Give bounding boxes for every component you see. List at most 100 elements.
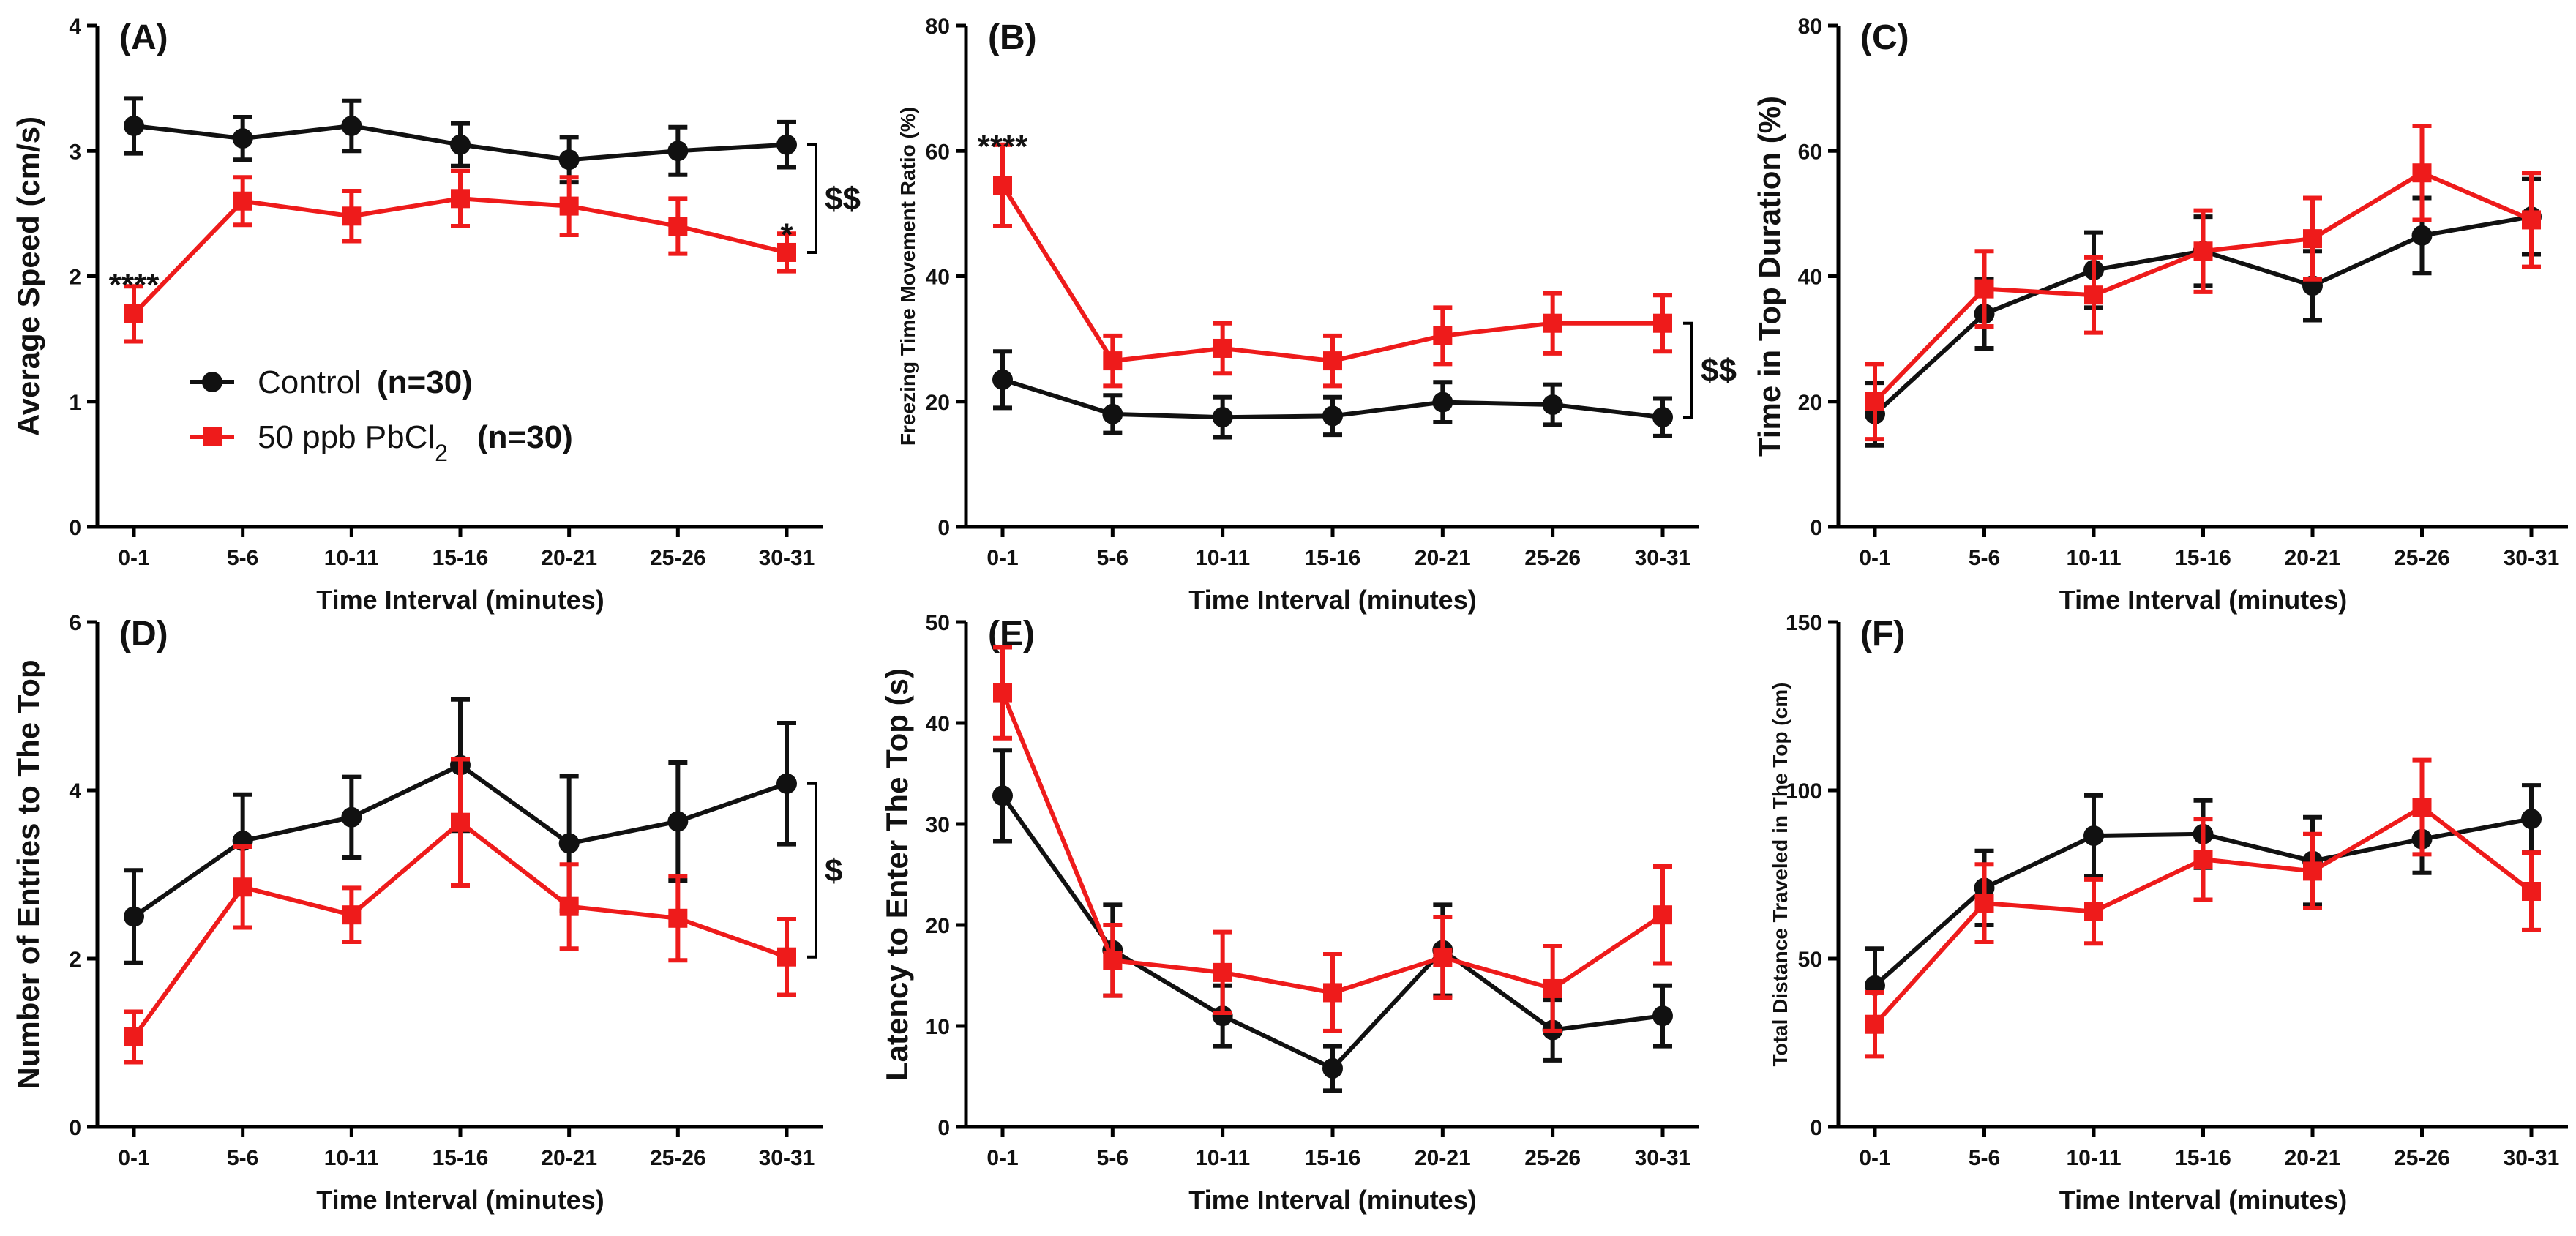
- data-point: [233, 877, 252, 897]
- y-tick-label: 0: [1810, 1116, 1822, 1140]
- panel-label: (D): [119, 615, 168, 653]
- bracket-label: $$: [1701, 353, 1737, 389]
- data-point: [2084, 902, 2103, 921]
- data-point: [777, 947, 796, 967]
- data-point: [558, 833, 580, 854]
- series-lead: [993, 645, 1672, 1033]
- data-point: [1323, 983, 1342, 1003]
- data-point: [559, 196, 579, 216]
- data-point: [451, 189, 470, 209]
- x-tick-label: 10-11: [1195, 1146, 1250, 1170]
- data-point: [1865, 1014, 1884, 1034]
- data-point: [1543, 978, 1562, 998]
- x-axis-title: Time Interval (minutes): [1188, 585, 1476, 615]
- data-point: [668, 908, 688, 928]
- x-tick-label: 20-21: [541, 1146, 597, 1170]
- x-tick-label: 30-31: [2504, 546, 2560, 570]
- y-tick-label: 0: [937, 516, 950, 540]
- x-tick-label: 20-21: [541, 546, 597, 570]
- x-tick-label: 25-26: [2394, 1146, 2450, 1170]
- y-tick-label: 50: [926, 611, 950, 635]
- data-point: [1322, 1057, 1343, 1079]
- y-tick-label: 0: [69, 516, 81, 540]
- data-point: [2084, 285, 2103, 305]
- series-lead: [1865, 757, 2541, 1059]
- x-tick-label: 15-16: [1305, 546, 1361, 570]
- data-point: [668, 217, 688, 236]
- data-point: [992, 785, 1013, 806]
- panel-f: 0 50 100 150 0-1 5-6 10-11 15-16 20-21 25-26 30-31…: [1769, 611, 2568, 1215]
- data-point: [558, 149, 580, 171]
- x-tick-label: 10-11: [2066, 1146, 2121, 1170]
- legend-control-marker: [202, 372, 222, 392]
- x-tick-label: 5-6: [1097, 1146, 1128, 1170]
- x-axis-title: Time Interval (minutes): [2059, 585, 2347, 615]
- y-tick-label: 80: [1798, 15, 1822, 39]
- data-point: [1652, 407, 1673, 428]
- legend-lead-prefix: 50 ppb PbCl: [258, 419, 435, 455]
- y-tick-label: 50: [1798, 948, 1822, 972]
- data-point: [2303, 229, 2322, 249]
- data-point: [559, 896, 579, 916]
- y-axis-title: Total Distance Traveled in The Top (cm): [1769, 683, 1791, 1067]
- data-point: [2193, 241, 2213, 261]
- x-tick-label: 30-31: [759, 1146, 815, 1170]
- x-tick-label: 10-11: [2066, 546, 2121, 570]
- significance-bracket: [807, 782, 817, 959]
- x-tick-label: 30-31: [759, 546, 815, 570]
- x-tick-label: 10-11: [324, 1146, 379, 1170]
- x-axis-title: Time Interval (minutes): [1188, 1185, 1476, 1215]
- x-tick-label: 25-26: [1524, 1146, 1581, 1170]
- y-axis-title: Number of Entries to The Top: [11, 659, 45, 1089]
- significance-marker: ****: [109, 267, 160, 303]
- x-tick-label: 0-1: [118, 546, 149, 570]
- series-lead: [993, 142, 1672, 389]
- data-point: [2521, 809, 2542, 830]
- data-point: [2193, 850, 2213, 869]
- data-point: [992, 369, 1013, 390]
- data-point: [341, 116, 362, 136]
- y-tick-label: 100: [1786, 779, 1822, 804]
- y-tick-label: 10: [926, 1015, 950, 1039]
- x-tick-label: 5-6: [227, 1146, 258, 1170]
- data-point: [451, 812, 470, 832]
- y-tick-label: 6: [69, 611, 81, 635]
- x-tick-label: 0-1: [1859, 546, 1890, 570]
- series-lead: [124, 168, 796, 344]
- x-tick-label: 30-31: [1635, 546, 1691, 570]
- data-point: [2303, 861, 2322, 881]
- x-tick-label: 0-1: [118, 1146, 149, 1170]
- data-point: [1322, 405, 1343, 427]
- data-point: [450, 134, 471, 155]
- data-point: [1103, 951, 1123, 970]
- data-point: [993, 683, 1012, 703]
- data-point: [124, 906, 144, 927]
- x-tick-label: 15-16: [433, 1146, 489, 1170]
- panel-label: (B): [988, 18, 1037, 57]
- y-axis-title: Average Speed (cm/s): [11, 116, 45, 436]
- y-tick-label: 4: [69, 779, 81, 804]
- panel-label: (C): [1860, 18, 1909, 57]
- x-tick-label: 10-11: [324, 546, 379, 570]
- data-point: [993, 176, 1012, 195]
- data-point: [1542, 394, 1563, 416]
- x-tick-label: 25-26: [650, 1146, 706, 1170]
- x-tick-label: 15-16: [2175, 1146, 2231, 1170]
- data-point: [2411, 225, 2433, 246]
- panel-b: 0 20 40 60 80 0-1 5-6 10-11 15-16 20-21 25-26 30-31…: [896, 15, 1737, 615]
- series-line: [1000, 692, 1664, 995]
- data-point: [341, 806, 362, 828]
- x-axis-title: Time Interval (minutes): [316, 1185, 604, 1215]
- x-tick-label: 0-1: [986, 546, 1018, 570]
- data-point: [777, 242, 796, 262]
- data-point: [124, 304, 143, 323]
- y-axis-title: Time in Top Duration (%): [1752, 96, 1786, 457]
- data-point: [1432, 392, 1453, 413]
- panel-e: 0 10 20 30 40 50 0-1 5-6 10-11 15-16 20-21 25-26 30-…: [880, 611, 1699, 1215]
- y-axis-title: Freezing Time Movement Ratio (%): [896, 107, 919, 446]
- data-point: [232, 128, 253, 149]
- x-tick-label: 25-26: [2394, 546, 2450, 570]
- panel-label: (A): [119, 18, 168, 57]
- legend-lead-marker: [203, 427, 222, 446]
